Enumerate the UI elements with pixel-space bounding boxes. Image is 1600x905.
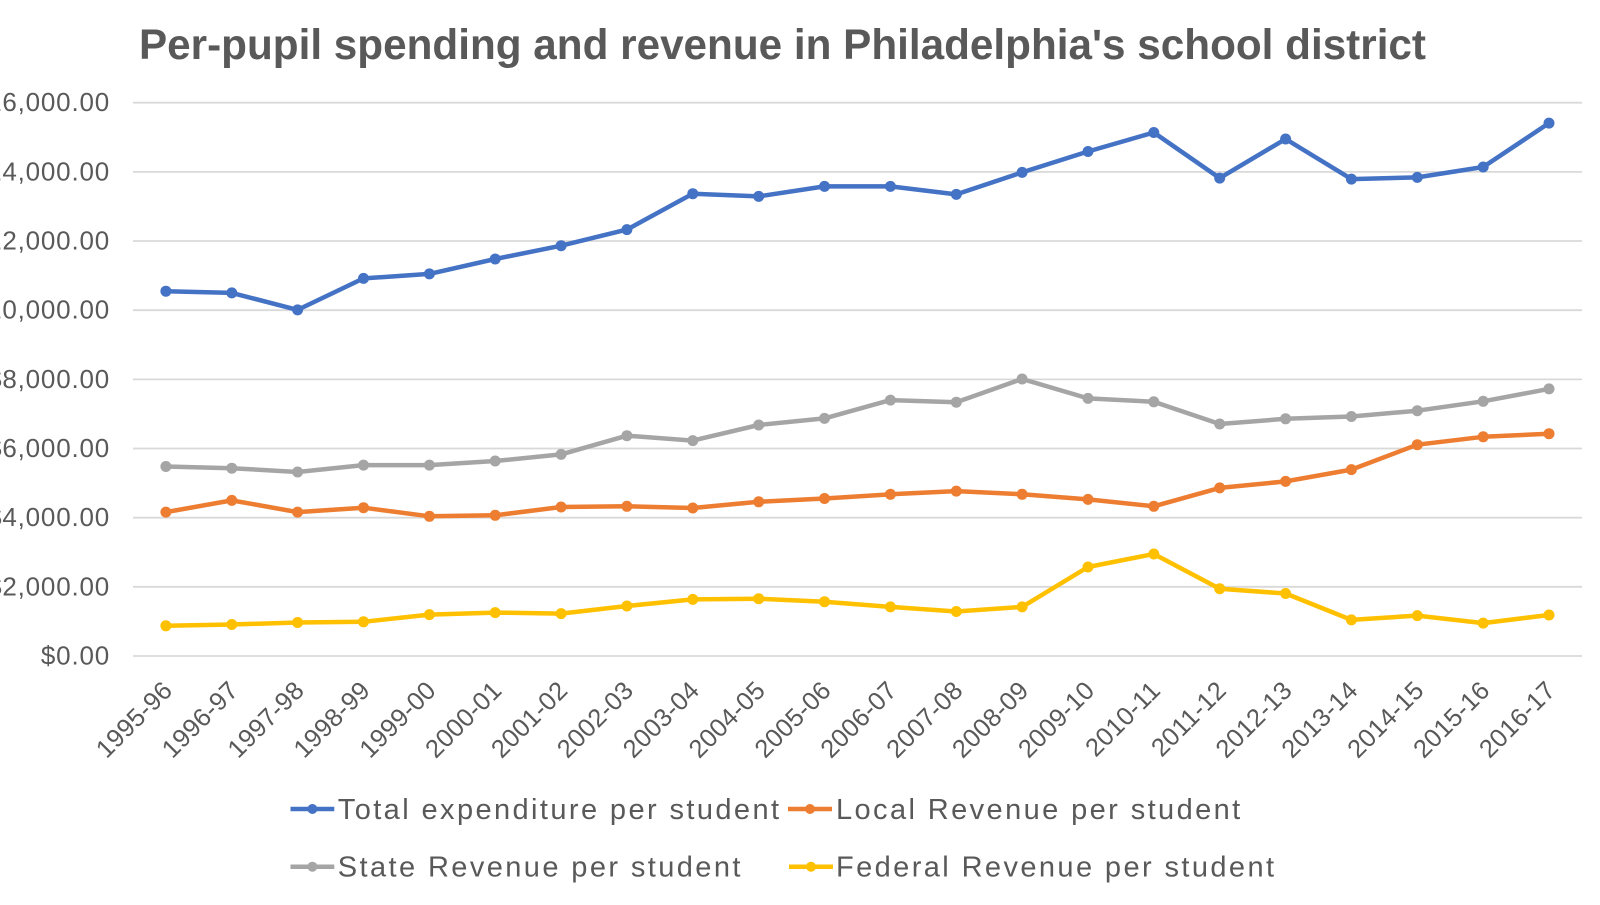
svg-text:$14,000.00: $14,000.00: [0, 156, 110, 186]
svg-text:$6,000.00: $6,000.00: [0, 433, 110, 463]
svg-text:Total expenditure per student: Total expenditure per student: [338, 794, 782, 826]
svg-text:State Revenue per student: State Revenue per student: [338, 852, 743, 884]
svg-text:Federal Revenue per student: Federal Revenue per student: [836, 852, 1276, 884]
svg-text:$8,000.00: $8,000.00: [0, 364, 110, 394]
svg-text:$16,000.00: $16,000.00: [0, 87, 110, 117]
svg-text:Per-pupil spending and revenue: Per-pupil spending and revenue in Philad…: [139, 21, 1426, 69]
svg-text:Local Revenue per student: Local Revenue per student: [836, 794, 1243, 826]
svg-text:$10,000.00: $10,000.00: [0, 295, 110, 325]
svg-text:$4,000.00: $4,000.00: [0, 502, 110, 532]
svg-text:$12,000.00: $12,000.00: [0, 226, 110, 256]
svg-text:$2,000.00: $2,000.00: [0, 571, 110, 601]
svg-text:$0.00: $0.00: [41, 641, 110, 671]
